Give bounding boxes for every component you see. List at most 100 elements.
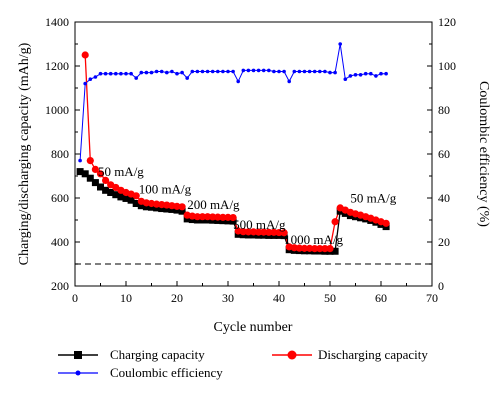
y-left-tick-label: 800 <box>51 147 69 161</box>
data-point-charging <box>331 247 339 255</box>
data-point-discharging <box>178 203 186 211</box>
data-point-coulombic <box>328 70 332 75</box>
x-tick-label: 40 <box>273 291 285 305</box>
y-left-tick-label: 600 <box>51 191 69 205</box>
data-point-discharging <box>198 213 207 221</box>
legend: Charging capacity Discharging capacity C… <box>58 347 428 380</box>
data-point-coulombic <box>358 73 363 77</box>
data-point-coulombic <box>241 68 246 73</box>
data-point-coulombic <box>246 68 251 73</box>
data-point-coulombic <box>353 73 358 77</box>
y-axis-right-title: Coulombic efficiency (%) <box>476 81 491 227</box>
data-point-coulombic <box>363 71 368 76</box>
data-point-coulombic <box>292 69 297 74</box>
data-point-coulombic <box>338 42 343 46</box>
data-point-coulombic <box>185 76 189 80</box>
y-right-tick-label: 100 <box>438 59 456 73</box>
x-tick-label: 10 <box>120 291 132 305</box>
rate-annotation: 50 mA/g <box>98 164 144 179</box>
data-point-discharging <box>300 244 309 252</box>
data-point-discharging <box>102 176 110 184</box>
data-point-discharging <box>91 165 99 173</box>
rate-annotation: 50 mA/g <box>350 190 396 205</box>
data-point-coulombic <box>272 69 276 74</box>
data-point-discharging <box>214 213 222 221</box>
x-tick-label: 20 <box>171 291 183 305</box>
data-point-charging <box>81 170 89 178</box>
data-point-discharging <box>326 245 334 253</box>
data-point-coulombic <box>333 70 337 75</box>
data-point-coulombic <box>88 77 93 81</box>
series-line-coulombic <box>79 43 387 161</box>
data-point-discharging <box>265 228 273 236</box>
data-point-coulombic <box>159 69 164 74</box>
data-point-discharging <box>96 170 105 178</box>
data-point-charging <box>122 194 130 202</box>
data-point-coulombic <box>175 71 179 76</box>
data-point-charging <box>153 204 161 212</box>
data-point-charging <box>107 189 115 196</box>
x-tick-label: 50 <box>324 291 336 305</box>
legend-item-discharging: Discharging capacity <box>272 347 428 362</box>
data-point-coulombic <box>343 77 348 81</box>
x-tick-label: 30 <box>222 291 234 305</box>
data-point-coulombic <box>256 68 261 73</box>
legend-label-charging: Charging capacity <box>110 347 205 362</box>
data-point-discharging <box>209 213 217 221</box>
data-point-discharging <box>270 228 278 236</box>
legend-item-charging: Charging capacity <box>58 347 205 362</box>
x-tick-label: 60 <box>375 291 387 305</box>
data-point-charging <box>158 205 166 213</box>
data-point-charging <box>91 179 99 187</box>
data-point-coulombic <box>312 69 317 74</box>
data-point-discharging <box>81 51 89 59</box>
data-point-coulombic <box>277 69 281 74</box>
y-left-tick-label: 1400 <box>45 15 69 29</box>
data-point-coulombic <box>119 71 123 76</box>
data-point-coulombic <box>154 69 159 74</box>
x-tick-label: 70 <box>426 291 438 305</box>
data-point-coulombic <box>216 69 220 74</box>
data-point-coulombic <box>144 70 149 75</box>
data-point-coulombic <box>134 76 138 80</box>
data-point-discharging <box>331 218 339 226</box>
data-point-discharging <box>316 245 324 253</box>
data-point-charging <box>102 186 110 194</box>
data-point-discharging <box>86 157 94 165</box>
x-axis-title: Cycle number <box>214 320 293 335</box>
data-point-charging <box>168 205 176 213</box>
data-point-coulombic <box>210 69 215 74</box>
data-point-coulombic <box>78 158 82 163</box>
data-point-coulombic <box>180 70 184 75</box>
data-point-discharging <box>239 228 247 236</box>
data-point-coulombic <box>98 71 103 76</box>
data-point-coulombic <box>165 70 169 75</box>
data-point-discharging <box>204 213 212 221</box>
y-right-tick-label: 60 <box>438 147 450 161</box>
y-right-tick-label: 20 <box>438 235 450 249</box>
data-point-coulombic <box>348 74 353 78</box>
y-left-tick-label: 200 <box>51 279 69 293</box>
data-point-coulombic <box>231 69 235 74</box>
data-point-coulombic <box>261 68 266 73</box>
data-point-coulombic <box>369 71 373 76</box>
data-point-charging <box>76 168 84 176</box>
data-point-charging <box>148 203 155 211</box>
data-point-charging <box>137 202 145 210</box>
legend-label-discharging: Discharging capacity <box>318 347 428 362</box>
data-point-charging <box>173 206 181 214</box>
data-point-coulombic <box>236 79 240 84</box>
data-point-coulombic <box>83 81 87 86</box>
data-point-discharging <box>280 229 288 237</box>
data-point-coulombic <box>93 75 98 79</box>
data-point-discharging <box>382 219 390 227</box>
data-point-discharging <box>260 228 268 236</box>
legend-label-coulombic: Coulombic efficiency <box>110 365 223 380</box>
data-point-discharging <box>132 192 140 200</box>
data-point-discharging <box>295 244 303 252</box>
y-left-tick-label: 400 <box>51 235 69 249</box>
data-point-coulombic <box>200 69 205 74</box>
data-point-coulombic <box>149 70 154 75</box>
rate-annotation: 500 mA/g <box>233 217 286 232</box>
rate-annotation: 100 mA/g <box>139 182 192 197</box>
